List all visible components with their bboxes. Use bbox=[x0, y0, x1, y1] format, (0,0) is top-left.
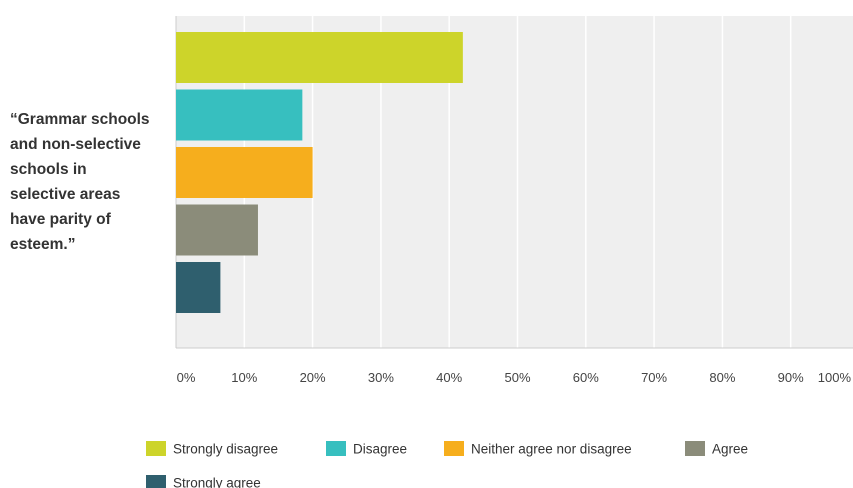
x-tick-label: 40% bbox=[436, 370, 462, 385]
category-label-line: esteem.” bbox=[10, 236, 75, 253]
legend-swatch bbox=[685, 441, 705, 456]
category-label-line: and non-selective bbox=[10, 136, 141, 153]
legend-label: Agree bbox=[712, 442, 748, 457]
x-tick-label: 80% bbox=[709, 370, 735, 385]
x-tick-label: 30% bbox=[368, 370, 394, 385]
bar-strongly-disagree[interactable] bbox=[176, 32, 463, 83]
plot-area bbox=[175, 16, 853, 349]
legend-swatch bbox=[326, 441, 346, 456]
legend: Strongly disagree Disagree Neither agree n… bbox=[146, 441, 748, 488]
bar-disagree[interactable] bbox=[176, 89, 303, 141]
category-label: “Grammar schools and non-selective schools… bbox=[10, 111, 150, 253]
legend-item-neither-agree-nor-disagree[interactable]: Neither agree nor disagree bbox=[444, 441, 632, 457]
x-tick-label: 50% bbox=[504, 370, 530, 385]
legend-item-agree[interactable]: Agree bbox=[685, 441, 748, 457]
x-tick-label: 20% bbox=[300, 370, 326, 385]
bar-agree[interactable] bbox=[176, 204, 258, 256]
category-label-line: “Grammar schools bbox=[10, 111, 150, 128]
legend-label: Disagree bbox=[353, 442, 407, 457]
bar-neither-agree-nor-disagree[interactable] bbox=[176, 147, 313, 198]
category-label-line: selective areas bbox=[10, 186, 120, 203]
bar-strongly-agree[interactable] bbox=[176, 262, 221, 313]
legend-label: Strongly agree bbox=[173, 476, 261, 488]
category-label-line: schools in bbox=[10, 161, 87, 178]
x-axis-ticks: 0% 10% 20% 30% 40% 50% 60% 70% 80% 90% 100% bbox=[177, 370, 852, 385]
x-tick-label: 90% bbox=[778, 370, 804, 385]
category-label-line: have parity of bbox=[10, 211, 112, 228]
legend-swatch bbox=[146, 475, 166, 488]
legend-label: Neither agree nor disagree bbox=[471, 442, 632, 457]
legend-label: Strongly disagree bbox=[173, 442, 278, 457]
x-tick-label: 60% bbox=[573, 370, 599, 385]
x-tick-label: 10% bbox=[231, 370, 257, 385]
legend-swatch bbox=[444, 441, 464, 456]
x-tick-label: 70% bbox=[641, 370, 667, 385]
legend-item-strongly-disagree[interactable]: Strongly disagree bbox=[146, 441, 278, 457]
legend-swatch bbox=[146, 441, 166, 456]
legend-item-strongly-agree[interactable]: Strongly agree bbox=[146, 475, 261, 488]
legend-item-disagree[interactable]: Disagree bbox=[326, 441, 407, 457]
x-tick-label: 0% bbox=[177, 370, 196, 385]
x-tick-label: 100% bbox=[818, 370, 852, 385]
